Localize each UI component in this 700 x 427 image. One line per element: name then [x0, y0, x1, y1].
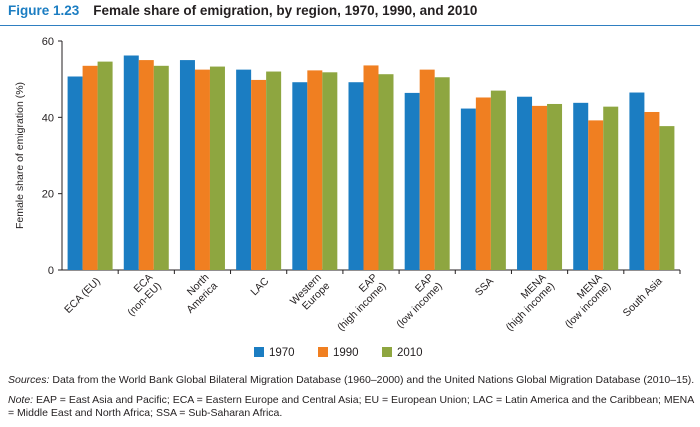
bar-1970 [460, 108, 476, 271]
y-tick-label: 40 [42, 112, 54, 124]
bar-1970 [404, 92, 420, 270]
x-tick-label: SSA [473, 275, 496, 298]
bar-1990 [419, 69, 435, 270]
figure-notes: Sources: Data from the World Bank Global… [8, 374, 696, 427]
bar-2010 [266, 71, 282, 271]
bar-chart: 0 20 40 60 Female share of emigration (%) ECA… [14, 36, 681, 359]
x-tick-label: EAP(high income) [327, 272, 389, 334]
bar-1970 [573, 102, 589, 270]
bar-2010 [322, 72, 338, 270]
bar-2010 [434, 77, 450, 270]
x-tick-label: South Asia [621, 275, 665, 319]
y-tick-label: 20 [42, 189, 54, 201]
bar-2010 [378, 74, 394, 270]
sources-note: Sources: Data from the World Bank Global… [8, 374, 696, 387]
header-divider [0, 25, 700, 26]
x-tick-label: ECA (EU) [62, 275, 103, 316]
y-tick-label: 0 [48, 265, 54, 277]
legend-label: 2010 [397, 347, 423, 359]
x-tick-label-line: SSA [473, 275, 496, 298]
legend-label: 1970 [269, 347, 295, 359]
x-tick-label: NorthAmerica [176, 271, 220, 315]
x-tick-label-line: LAC [248, 275, 271, 298]
bar-1990 [363, 65, 379, 270]
note-label: Note: [8, 394, 34, 406]
y-axis-title: Female share of emigration (%) [14, 82, 26, 229]
sources-text: Data from the World Bank Global Bilatera… [49, 374, 695, 386]
x-tick-label: WesternEurope [288, 271, 333, 316]
y-tick-label: 60 [42, 36, 54, 48]
bar-1970 [517, 96, 533, 271]
figure-title: Female share of emigration, by region, 1… [93, 3, 478, 18]
bar-1970 [236, 69, 252, 270]
bar-1990 [82, 65, 98, 270]
bar-2010 [209, 66, 225, 270]
bar-2010 [547, 103, 563, 270]
bar-1970 [629, 92, 645, 271]
bar-2010 [97, 61, 113, 270]
legend-swatch-1990 [318, 347, 328, 357]
note-text: EAP = East Asia and Pacific; ECA = Easte… [8, 394, 694, 419]
bar-2010 [659, 126, 675, 270]
x-tick-label: EAP(low income) [386, 272, 445, 331]
x-tick-label-line: ECA (EU) [62, 275, 103, 316]
bar-1990 [138, 60, 154, 271]
bar-1990 [644, 111, 660, 271]
figure-number: Figure 1.23 [8, 3, 80, 18]
bar-2010 [490, 90, 506, 270]
bar-1970 [179, 60, 195, 271]
bar-2010 [603, 106, 619, 270]
bar-1990 [588, 120, 604, 271]
x-tick-label-line: South Asia [621, 275, 665, 319]
legend-swatch-1970 [254, 347, 264, 357]
x-tick-label: MENA(high income) [495, 272, 557, 334]
legend-label: 1990 [333, 347, 359, 359]
bar-1970 [123, 55, 139, 271]
legend-swatch-2010 [382, 347, 392, 357]
figure-header: Figure 1.23 Female share of emigration, b… [8, 3, 477, 18]
bar-2010 [153, 65, 169, 270]
bar-1970 [348, 82, 364, 270]
bar-1990 [475, 97, 491, 270]
sources-label: Sources: [8, 374, 50, 386]
x-tick-label: LAC [248, 275, 271, 298]
x-tick-label: ECA(non-EU) [117, 272, 164, 319]
bar-1990 [532, 105, 548, 270]
bar-1970 [292, 82, 308, 270]
x-tick-label: MENA(low income) [554, 272, 613, 331]
bar-1990 [194, 69, 210, 270]
bar-1990 [307, 70, 323, 270]
bar-1990 [251, 79, 267, 271]
abbreviations-note: Note: EAP = East Asia and Pacific; ECA =… [8, 394, 696, 420]
bar-1970 [67, 76, 83, 270]
